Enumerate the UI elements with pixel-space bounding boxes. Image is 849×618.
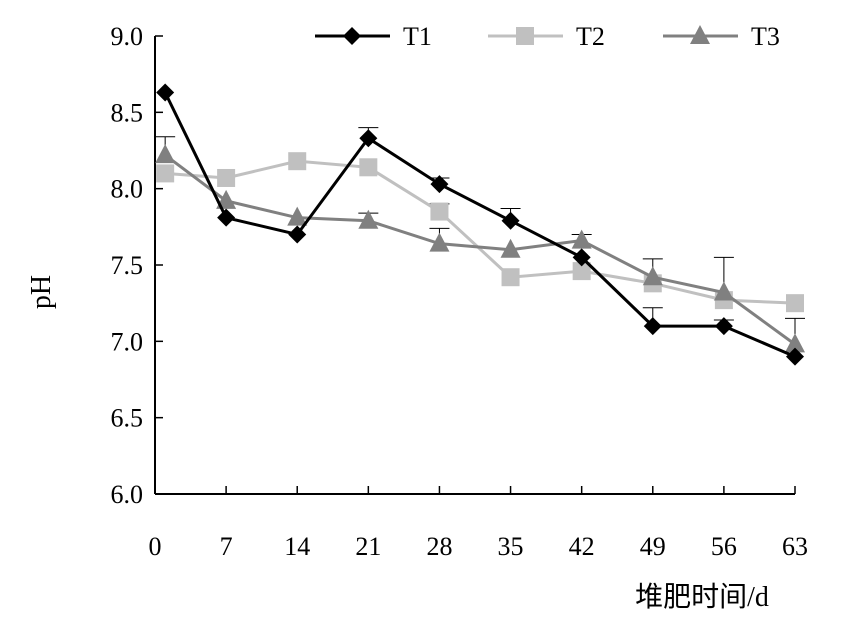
legend-marker-T1 <box>343 27 361 45</box>
y-tick-label: 7.5 <box>111 251 144 280</box>
y-tick-label: 8.5 <box>111 98 144 127</box>
series-line-T1 <box>163 91 796 358</box>
series-line-T2 <box>165 159 796 305</box>
x-axis-ticks: 0 7 14 21 28 35 42 49 56 63 <box>149 486 808 561</box>
x-tick-label: 49 <box>640 532 666 561</box>
y-axis-ticks: 6.0 6.5 7.0 7.5 8.0 8.5 9.0 <box>111 22 163 509</box>
y-tick-label: 7.0 <box>111 327 144 356</box>
legend-label-T1: T1 <box>403 22 432 51</box>
data-point-T3 <box>358 209 379 229</box>
data-point-T3 <box>287 206 308 226</box>
data-point-T1 <box>714 317 733 336</box>
data-point-T3 <box>571 229 592 249</box>
series-line-T3 <box>164 153 796 346</box>
error-bars <box>155 127 805 345</box>
x-tick-label: 14 <box>284 532 310 561</box>
data-point-T1 <box>430 175 449 194</box>
data-point-T1 <box>643 317 662 336</box>
legend-marker-T3 <box>690 25 710 44</box>
data-point-T3 <box>500 238 521 258</box>
data-point-T1 <box>359 129 378 148</box>
data-point-T1 <box>288 225 307 244</box>
y-axis-title: pH <box>26 275 57 309</box>
x-tick-label: 7 <box>220 532 233 561</box>
x-tick-label: 21 <box>355 532 381 561</box>
data-point-T3 <box>429 232 450 252</box>
y-tick-label: 8.0 <box>111 175 144 204</box>
x-axis-title: 堆肥时间/d <box>635 581 769 613</box>
data-point-T3 <box>713 281 734 301</box>
x-tick-label: 0 <box>149 532 162 561</box>
data-point-T1 <box>217 208 236 227</box>
y-tick-label: 9.0 <box>111 22 144 51</box>
legend-marker-T2 <box>516 27 534 45</box>
legend-label-T2: T2 <box>576 22 605 51</box>
data-point-T1 <box>156 83 175 102</box>
series-layer <box>155 83 805 366</box>
y-tick-label: 6.0 <box>111 480 144 509</box>
data-point-T3 <box>155 144 176 164</box>
data-point-T2 <box>156 164 175 183</box>
x-tick-label: 35 <box>498 532 524 561</box>
data-point-T2 <box>288 152 307 171</box>
x-tick-label: 56 <box>711 532 737 561</box>
x-tick-label: 28 <box>426 532 452 561</box>
x-tick-label: 63 <box>782 532 808 561</box>
data-point-T3 <box>785 333 805 353</box>
x-tick-label: 42 <box>569 532 595 561</box>
data-point-T1 <box>786 347 804 366</box>
y-tick-label: 6.5 <box>111 404 144 433</box>
data-point-T2 <box>786 294 804 313</box>
legend: T1 T2 T3 <box>315 22 780 51</box>
data-point-T2 <box>572 262 591 281</box>
data-point-T1 <box>572 248 591 267</box>
data-point-T3 <box>642 266 663 286</box>
data-point-T1 <box>501 211 520 230</box>
axes <box>154 36 795 495</box>
data-point-T2 <box>501 268 520 287</box>
data-point-T2 <box>217 168 236 187</box>
legend-label-T3: T3 <box>751 22 780 51</box>
data-point-T2 <box>430 202 449 221</box>
data-point-T2 <box>359 158 378 177</box>
